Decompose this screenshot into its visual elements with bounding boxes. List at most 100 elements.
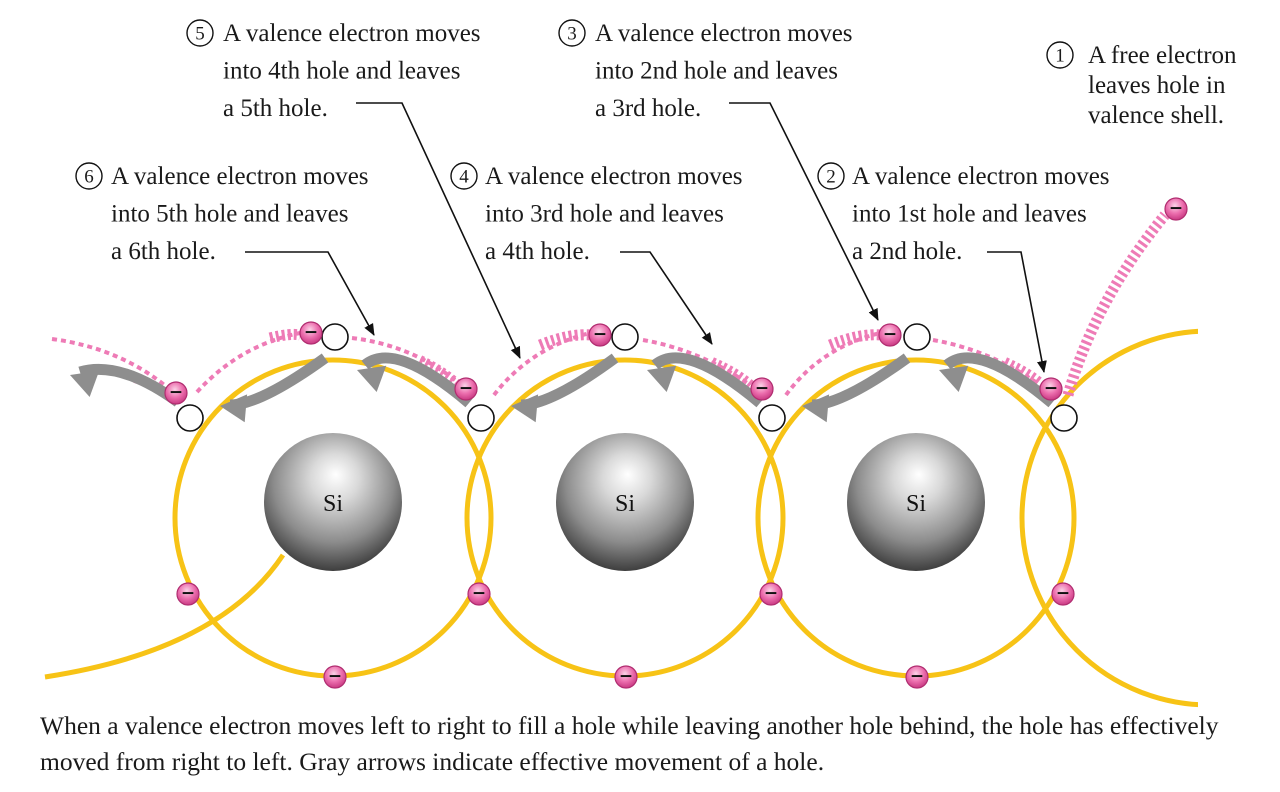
electron: −: [164, 381, 188, 405]
electron-symbol: −: [764, 584, 778, 604]
step-number-badge: [75, 162, 103, 190]
hole: [1050, 404, 1078, 432]
electron: −: [176, 582, 200, 606]
electron-symbol: −: [1169, 199, 1183, 219]
electron-trail: [710, 357, 757, 391]
note-line: leaves hole in: [1088, 72, 1226, 99]
electron: −: [299, 321, 323, 345]
hole-arrow-head: [357, 365, 387, 393]
note-line: A valence electron moves: [485, 163, 743, 190]
note-line: A valence electron moves: [111, 163, 369, 190]
electron-trail: [51, 337, 170, 390]
silicon-core: [264, 433, 402, 571]
step-note-6: 6 A valence electron moves into 5th hole a…: [75, 162, 369, 265]
note-line: into 3rd hole and leaves: [485, 201, 724, 228]
note-line: into 2nd hole and leaves: [595, 58, 838, 85]
electron-symbol: −: [328, 667, 342, 687]
step-number-badge: [558, 19, 586, 47]
silicon-atom: Si: [264, 433, 402, 571]
step-note-2: 2 A valence electron moves into 1st hole a…: [817, 162, 1110, 265]
electron-trail: [195, 331, 301, 394]
hole-arrow-shaft: [651, 352, 764, 408]
pointer-lines: [245, 102, 1047, 373]
electron: −: [454, 377, 478, 401]
step-number: 6: [84, 167, 94, 188]
step-note-4: 4 A valence electron moves into 3rd hole a…: [450, 162, 743, 265]
step-number: 2: [826, 167, 836, 188]
note-line: a 5th hole.: [223, 95, 328, 122]
note-line: valence shell.: [1088, 102, 1224, 129]
hole-arrow-head: [511, 394, 539, 423]
electron: −: [323, 665, 347, 689]
step-note-3: 3 A valence electron moves into 2nd hole a…: [558, 19, 853, 122]
pointer-line: [620, 251, 713, 345]
note-line: A valence electron moves: [223, 20, 481, 47]
electron: −: [750, 377, 774, 401]
note-line: a 3rd hole.: [595, 95, 701, 122]
step-number: 3: [567, 24, 577, 45]
electron-symbol: −: [593, 325, 607, 345]
hole: [903, 323, 931, 351]
electron: −: [1039, 377, 1063, 401]
electron: −: [905, 665, 929, 689]
hole-arrow-head: [647, 365, 677, 393]
pointer-line: [729, 102, 879, 321]
silicon-core: [556, 433, 694, 571]
note-line: A valence electron moves: [595, 20, 853, 47]
electron-symbol: −: [883, 325, 897, 345]
hole-arrow-shaft: [361, 352, 473, 408]
electron-trail: [268, 328, 302, 344]
figure-caption: When a valence electron moves left to ri…: [40, 711, 1219, 776]
electron: −: [759, 582, 783, 606]
hole: [321, 323, 349, 351]
silicon-core: [847, 433, 985, 571]
electron-trail: [1062, 211, 1170, 397]
silicon-atoms: Si Si Si: [264, 433, 985, 571]
bonding-electrons: − − − − − − −: [176, 582, 1075, 689]
atom-label: Si: [323, 491, 343, 517]
holes: [176, 323, 1078, 432]
step-note-5: 5 A valence electron moves into 4th hole a…: [186, 19, 481, 122]
electron: −: [1051, 582, 1075, 606]
note-line: a 2nd hole.: [852, 238, 962, 265]
pointer-line: [356, 102, 521, 359]
electron-symbol: −: [755, 379, 769, 399]
orbit-left-edge: [44, 553, 286, 680]
note-line: a 6th hole.: [111, 238, 216, 265]
step-number: 1: [1055, 46, 1065, 67]
step-note-1: 1 A free electron leaves hole in valence sh…: [1046, 41, 1237, 129]
hole-arrow-head: [802, 394, 830, 423]
step-number: 5: [195, 24, 205, 45]
electron-symbol: −: [169, 383, 183, 403]
hole: [176, 404, 204, 432]
step-number-badge: [1046, 41, 1074, 69]
electron-symbol: −: [910, 667, 924, 687]
note-line: into 5th hole and leaves: [111, 201, 348, 228]
note-line: a 4th hole.: [485, 238, 590, 265]
electron: −: [1164, 197, 1188, 221]
pointer-line: [245, 251, 375, 336]
electron-trail: [642, 338, 752, 387]
hole: [467, 404, 495, 432]
electron-symbol: −: [1044, 379, 1058, 399]
electron: −: [614, 665, 638, 689]
moving-electrons: − − − − − − − −: [164, 197, 1188, 405]
step-number-badge: [186, 19, 214, 47]
step-number-badge: [817, 162, 845, 190]
electron-symbol: −: [472, 584, 486, 604]
electron: −: [588, 323, 612, 347]
step-number-badge: [450, 162, 478, 190]
electron: −: [878, 323, 902, 347]
electron-trail: [351, 336, 457, 382]
note-line: A free electron: [1088, 42, 1237, 69]
hole-arrow-head: [939, 365, 969, 393]
step-number: 4: [459, 167, 469, 188]
electron-trail: [827, 329, 883, 351]
silicon-atom: Si: [847, 433, 985, 571]
note-line: into 1st hole and leaves: [852, 201, 1087, 228]
atom-label: Si: [906, 491, 926, 517]
electron-symbol: −: [459, 379, 473, 399]
hole-arrow-head: [70, 370, 100, 398]
electron-trail: [537, 329, 593, 351]
